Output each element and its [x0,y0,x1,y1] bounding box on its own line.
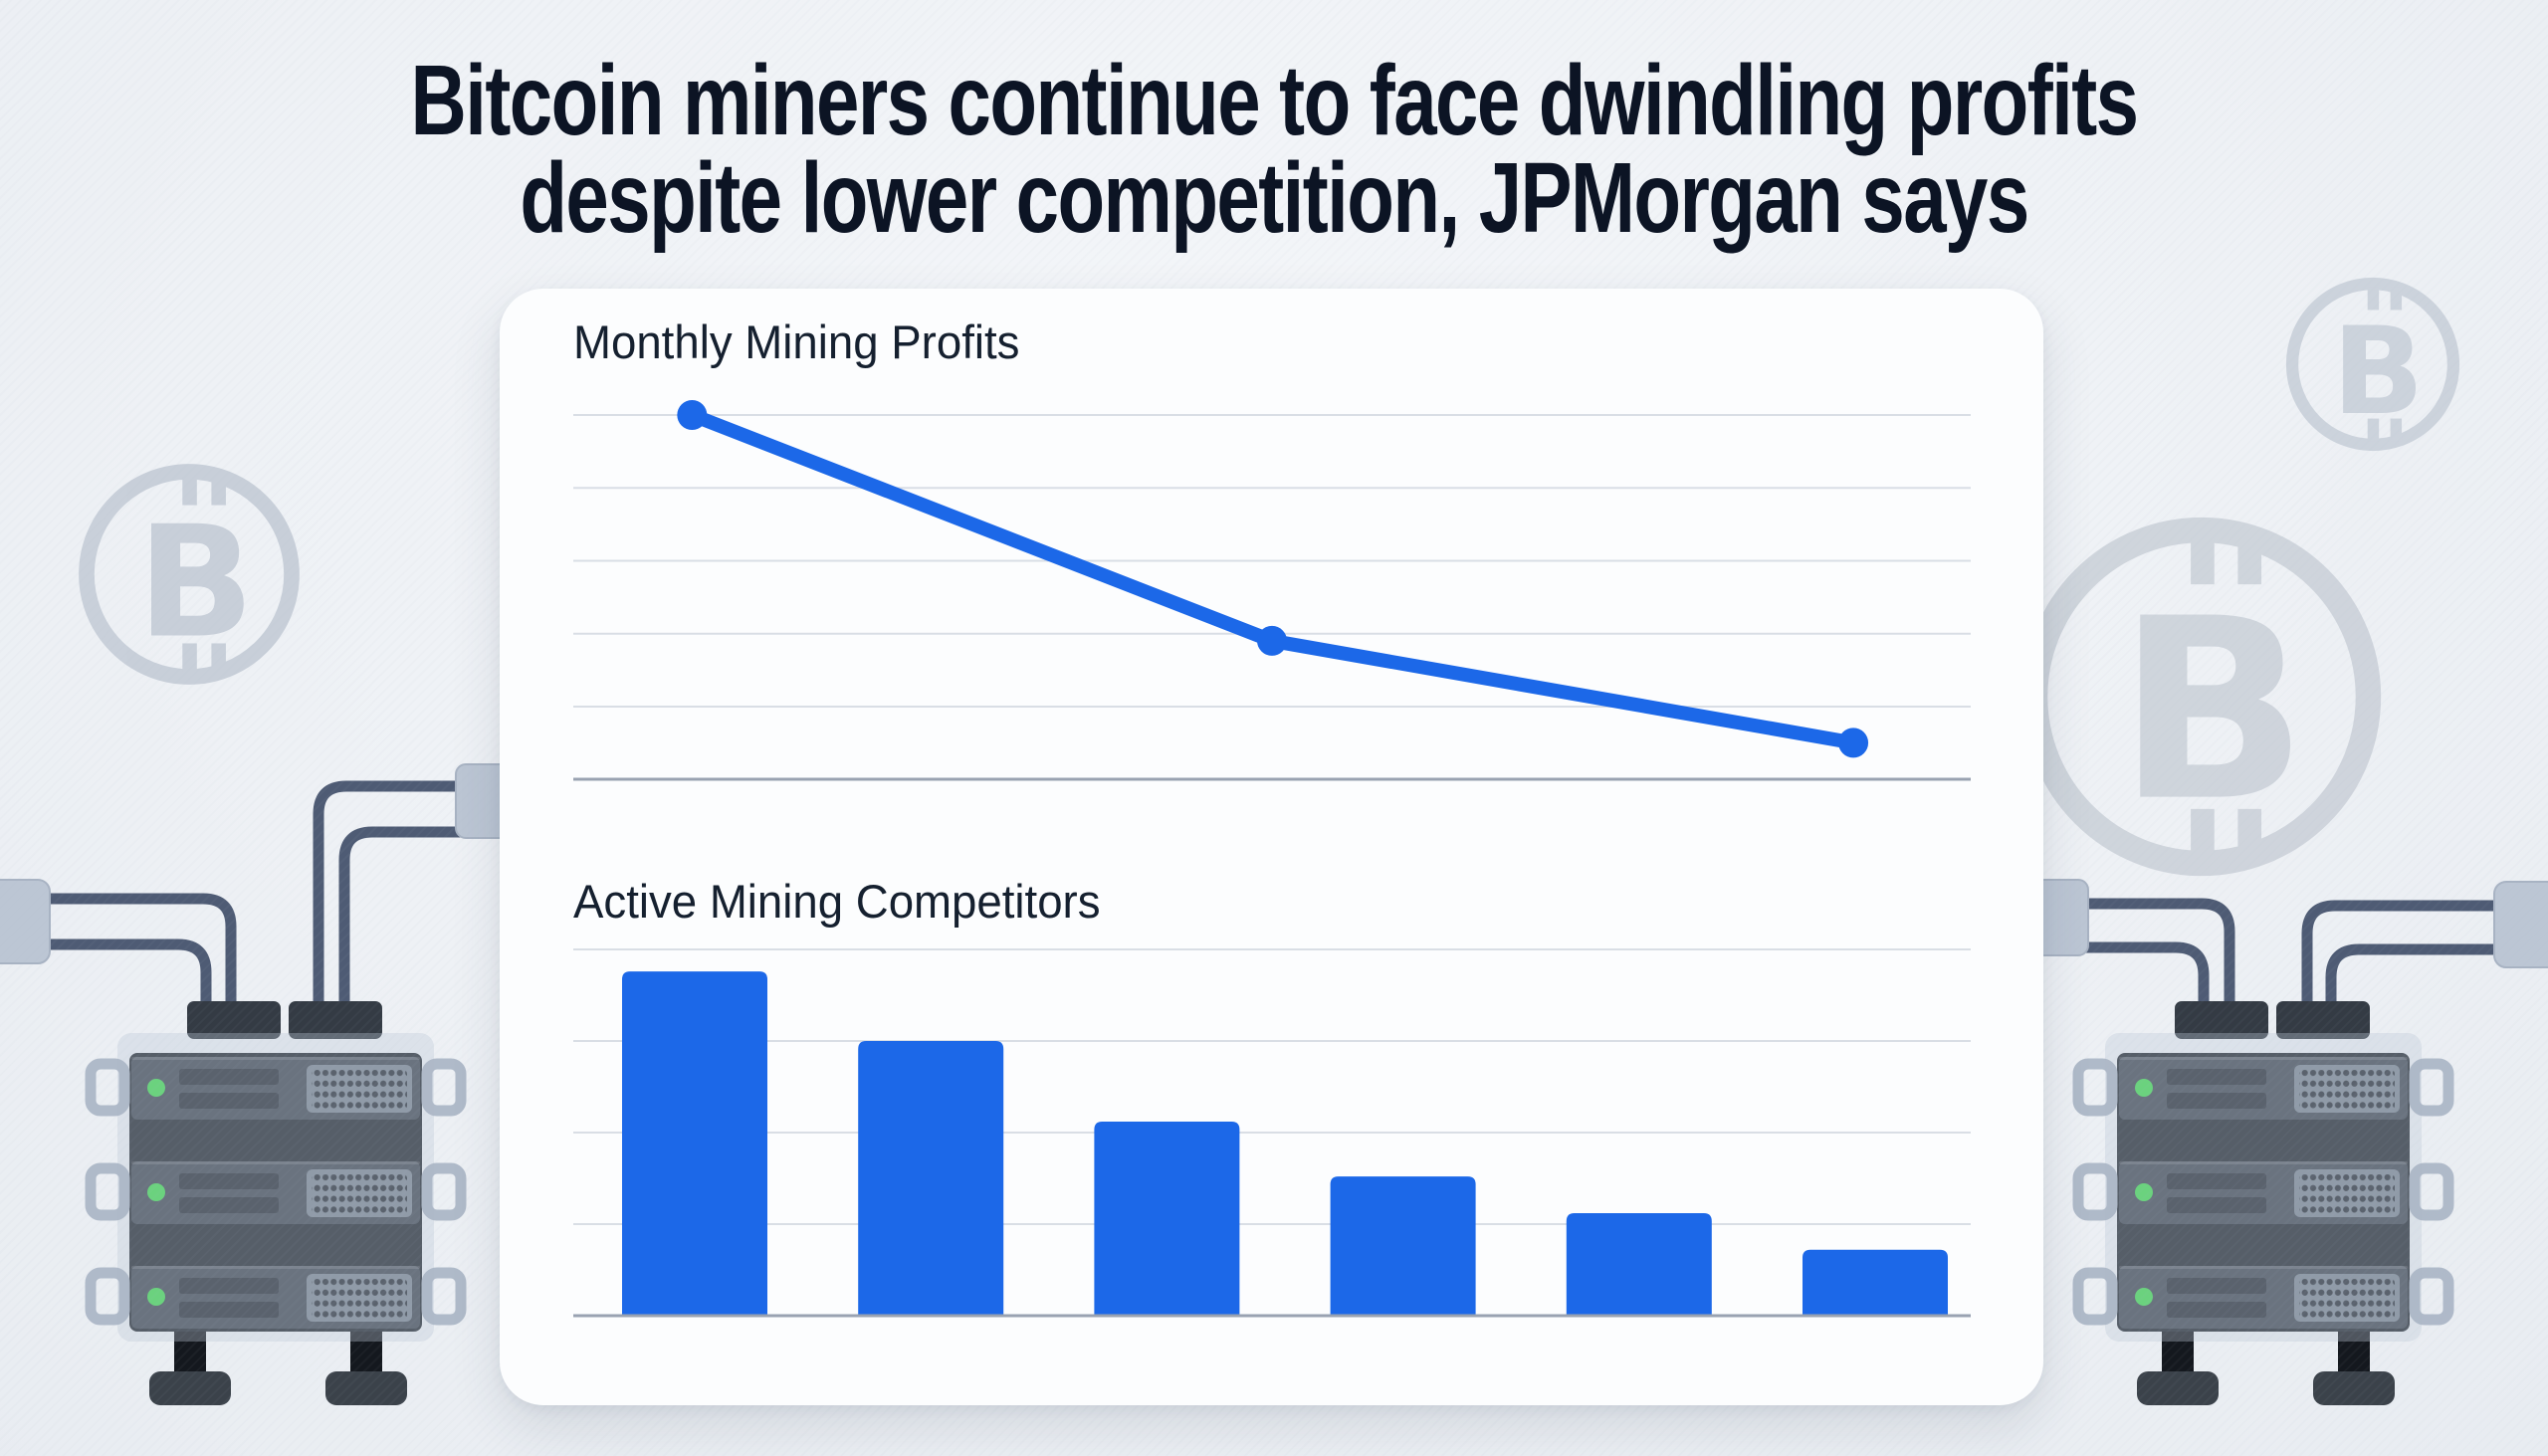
bitcoin-watermark-icon [87,472,292,677]
cable-icon [2086,898,2494,1007]
server-rack-icon [2078,1001,2448,1405]
line-chart-title: Monthly Mining Profits [573,315,1020,368]
charts-canvas [573,400,1971,1318]
bar-chart-title: Active Mining Competitors [573,875,1101,928]
bar [1330,1176,1476,1316]
bitcoin-watermark-icon [2035,530,2369,864]
bar [858,1041,1004,1316]
page-title: Bitcoin miners continue to face dwindlin… [0,45,2548,254]
charts-card: Monthly Mining Profits Active Mining Com… [500,289,2043,1405]
bar [1803,1249,1948,1316]
connector-icon [0,763,2548,968]
cable-icon [40,780,472,1007]
bar [1094,1121,1240,1316]
bar [622,971,767,1316]
headline-line-2: despite lower competition, JPMorgan says [520,142,2029,254]
headline-line-1: Bitcoin miners continue to face dwindlin… [410,45,2140,156]
bitcoin-watermark-icon [2292,284,2453,445]
bar [1566,1212,1712,1316]
server-rack-icon [91,1001,461,1405]
